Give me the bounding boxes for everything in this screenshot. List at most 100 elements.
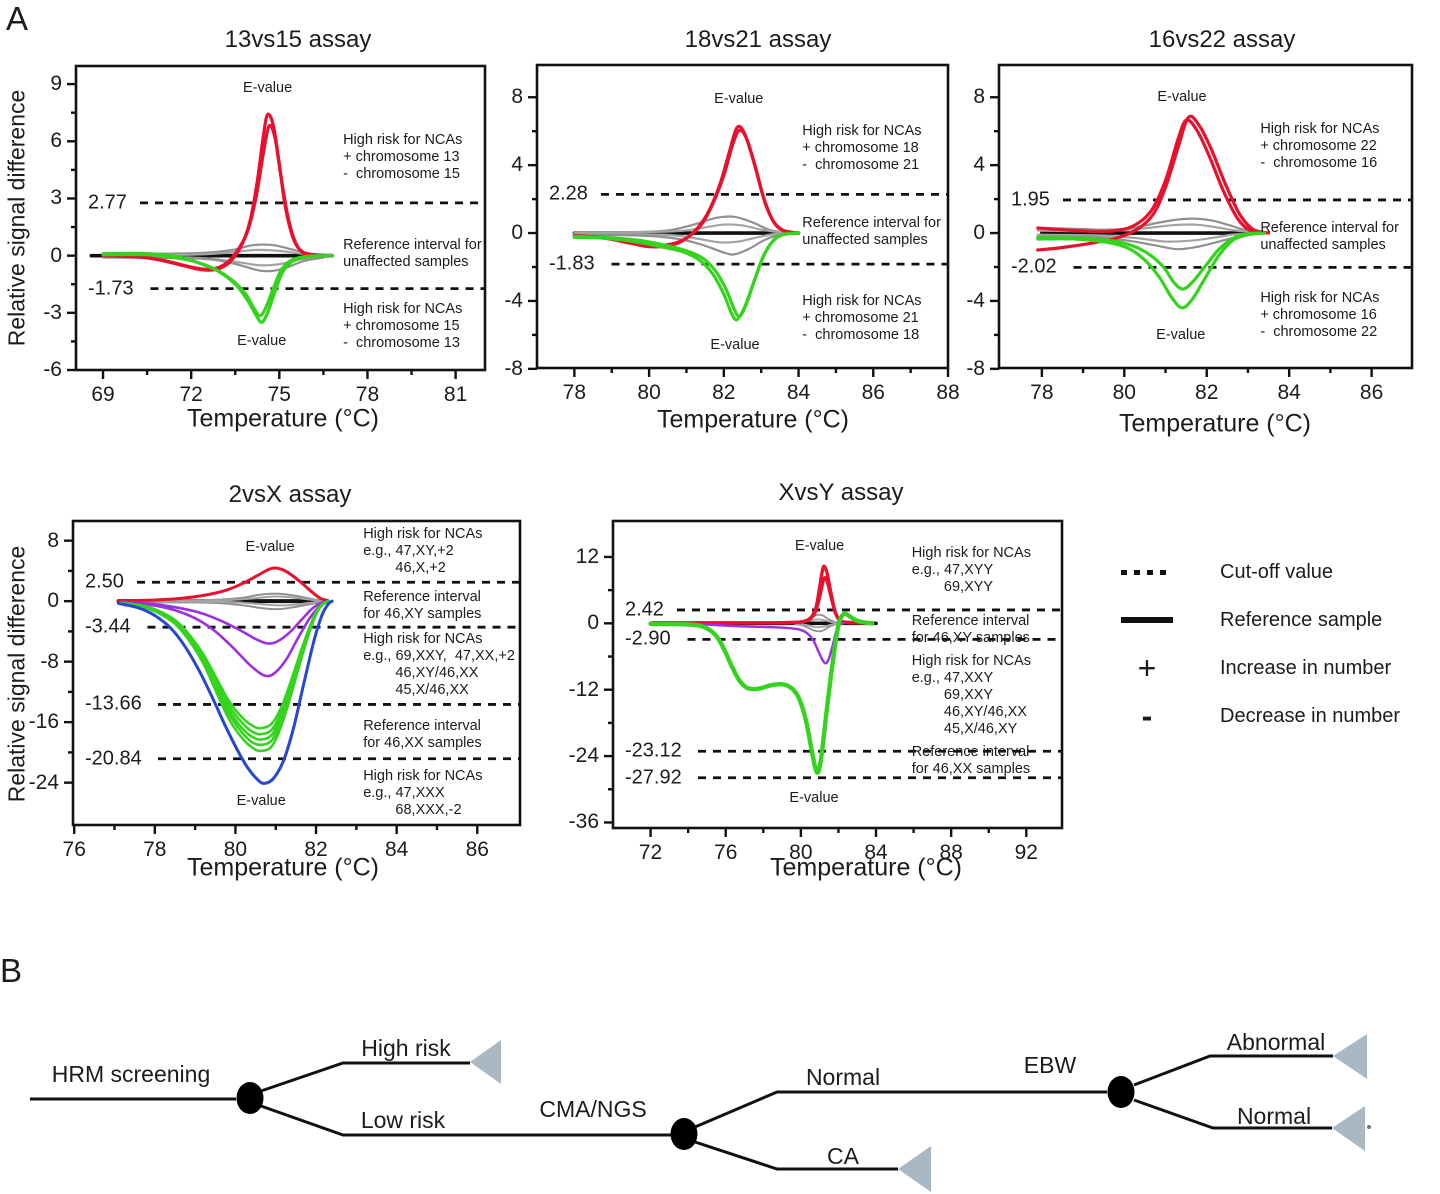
series-trisomy21-1 [572, 231, 801, 322]
series-47XYY-1 [650, 564, 874, 625]
y-tick-label: 4 [973, 153, 985, 177]
chart-annotation: Reference interval for unaffected sample… [1260, 220, 1399, 254]
evalue-label-bottom: E-value [236, 792, 286, 809]
x-tick-label: 92 [1014, 841, 1038, 864]
series-unaffected-4 [573, 231, 800, 256]
evalue-label-bottom: E-value [1156, 326, 1206, 343]
series-unaffected-2 [573, 223, 800, 235]
x-tick-label: 78 [355, 383, 380, 406]
chart-title: 18vs21 assay [684, 26, 832, 53]
x-tick-label: 76 [714, 841, 738, 864]
cutoff-value-label: 2.77 [88, 191, 127, 214]
plot-border [74, 64, 487, 372]
flow-label-normal: Normal [806, 1064, 880, 1090]
y-tick-label: -8 [966, 356, 985, 380]
y-tick-label: -12 [568, 677, 599, 701]
series-unaffected-4 [101, 256, 325, 273]
x-tick-label: 82 [1195, 381, 1219, 404]
evalue-label-top: E-value [1157, 89, 1207, 106]
cutoff-value-label: -2.90 [625, 627, 671, 650]
series-46XX [648, 611, 875, 775]
solid-line-icon [1118, 617, 1176, 623]
cutoff-value-label: 1.95 [1011, 188, 1050, 211]
flow-label-high-risk: High risk [361, 1035, 451, 1061]
series-47XYY-2 [650, 576, 871, 625]
legend-label: Decrease in number [1220, 704, 1401, 727]
chart-annotation: High risk for NCAs e.g., 47,XYY 69,XYY [911, 545, 1031, 596]
y-tick-label: -36 [568, 810, 599, 834]
series-47XXX [117, 599, 334, 785]
flow-label-low-risk: Low risk [361, 1107, 446, 1133]
chart-title: XvsY assay [778, 479, 904, 506]
cutoff-value-label: -13.66 [85, 692, 142, 715]
x-tick-label: 69 [91, 383, 115, 406]
chart-annotation: High risk for NCAs + chromosome 15 - chr… [343, 301, 463, 352]
chart-annotation: Reference interval for 46,XX samples [911, 743, 1031, 777]
series-46XX-5 [119, 599, 331, 753]
y-tick-label: -24 [28, 770, 59, 794]
x-tick-label: 76 [62, 838, 86, 861]
x-tick-label: 80 [1112, 381, 1136, 404]
terminal-triangle-ca [898, 1146, 931, 1192]
terminal-triangle-high-risk [470, 1040, 501, 1084]
series-trisomy22-2 [1036, 118, 1267, 235]
x-axis-label: Temperature (°C) [770, 853, 962, 882]
x-tick-label: 78 [1030, 381, 1054, 404]
chart-2vsX [64, 519, 522, 834]
x-axis-label: Temperature (°C) [187, 853, 379, 882]
cutoff-value-label: -20.84 [85, 747, 142, 770]
y-tick-label: -4 [504, 288, 523, 312]
chart-annotation: High risk for NCAs e.g., 69,XXY, 47,XX,+… [363, 630, 515, 698]
flow-label-cma-ngs: CMA/NGS [539, 1096, 646, 1122]
y-tick-label: 8 [511, 85, 523, 109]
x-tick-label: 88 [939, 841, 963, 864]
stray-dot [1367, 1125, 1371, 1129]
x-tick-label: 86 [465, 838, 489, 861]
decision-node-2 [670, 1118, 698, 1150]
legend-item-increase: + Increase in number [1118, 652, 1392, 684]
series-trisomy13-2 [101, 123, 325, 272]
y-tick-label: -16 [28, 710, 59, 734]
x-tick-label: 84 [384, 838, 409, 861]
series-trisomy21-2 [572, 231, 801, 318]
x-tick-label: 75 [267, 383, 291, 406]
flow-label-abnormal: Abnormal [1227, 1029, 1325, 1055]
dotted-line-icon [1118, 569, 1176, 575]
x-tick-label: 86 [1359, 381, 1384, 404]
x-tick-label: 84 [1277, 381, 1301, 404]
legend-label: Cut-off value [1220, 560, 1334, 583]
chart-16vs22 [990, 63, 1414, 377]
x-axis-label: Temperature (°C) [1119, 409, 1311, 438]
x-tick-label: 82 [712, 381, 736, 404]
y-tick-label: -4 [966, 288, 985, 312]
y-tick-label: 12 [575, 544, 599, 568]
chart-annotation: High risk for NCAs e.g., 47,XY,+2 46,X,+… [363, 526, 483, 577]
plot-border [997, 63, 1414, 370]
y-tick-label: 0 [50, 243, 62, 267]
cutoff-value-label: -27.92 [625, 766, 682, 789]
y-tick-label: 3 [50, 186, 62, 210]
series-mosaic-2 [121, 599, 330, 678]
minus-icon: - [1141, 698, 1153, 734]
legend-item-reference: Reference sample [1118, 605, 1382, 635]
y-tick-label: -6 [43, 358, 62, 381]
decision-node-3 [1107, 1076, 1135, 1108]
evalue-label-bottom: E-value [237, 333, 287, 350]
plot-border [71, 519, 522, 827]
x-tick-label: 82 [304, 838, 328, 861]
flow-line-high-risk [260, 1061, 470, 1093]
series-mosaic-1 [121, 599, 330, 645]
x-axis-label: Temperature (°C) [657, 405, 849, 434]
chart-annotation: High risk for NCAs e.g., 47,XXX 68,XXX,-… [363, 768, 483, 819]
plot-border [611, 519, 1064, 830]
flow-line-ca [694, 1140, 898, 1171]
chart-annotation: Reference interval for 46,XX samples [363, 718, 482, 752]
y-tick-label: -8 [504, 356, 523, 380]
flow-label-normal2: Normal [1237, 1103, 1311, 1129]
series-trisomy16-2 [1036, 231, 1267, 291]
y-axis-label-row1: Relative signal difference [3, 89, 30, 347]
cutoff-value-label: -2.02 [1011, 255, 1057, 278]
legend-item-cutoff: Cut-off value [1118, 557, 1333, 587]
series-unaffected-4 [794, 622, 840, 629]
evalue-label-top: E-value [714, 90, 764, 107]
